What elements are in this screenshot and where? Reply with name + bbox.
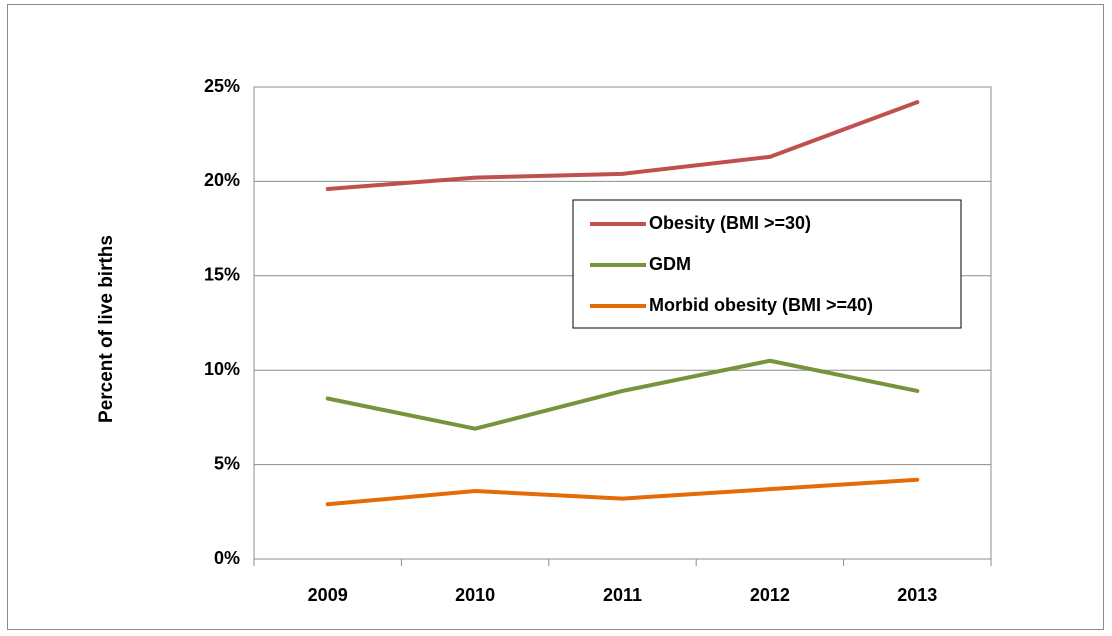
x-axis-ticks [253,559,992,566]
y-axis-tick-labels: 0% 5% 10% 15% 20% 25% [204,76,240,568]
series-line-0 [325,100,920,191]
plot-area [253,86,992,560]
y-tick-label: 20% [204,170,240,190]
x-tick-label: 2011 [603,585,642,605]
x-tick-label: 2012 [750,585,790,605]
x-tick-label: 2009 [308,585,348,605]
x-tick-label: 2013 [897,585,937,605]
y-tick-label: 0% [214,548,240,568]
series-lines [325,100,920,507]
series-line-1 [325,358,920,431]
y-tick-label: 10% [204,359,240,379]
legend-label: Obesity (BMI >=30) [649,213,811,233]
y-tick-label: 15% [204,265,240,285]
x-axis-tick-labels: 2009 2010 2011 2012 2013 [308,585,938,605]
y-tick-label: 25% [204,76,240,96]
legend-label: Morbid obesity (BMI >=40) [649,295,873,315]
series-line-2 [325,477,920,507]
y-axis-title: Percent of live births [96,235,117,423]
y-tick-label: 5% [214,453,240,473]
legend-label: GDM [649,254,691,274]
legend: Obesity (BMI >=30) GDM Morbid obesity (BMI… [572,199,962,329]
x-tick-label: 2010 [455,585,495,605]
